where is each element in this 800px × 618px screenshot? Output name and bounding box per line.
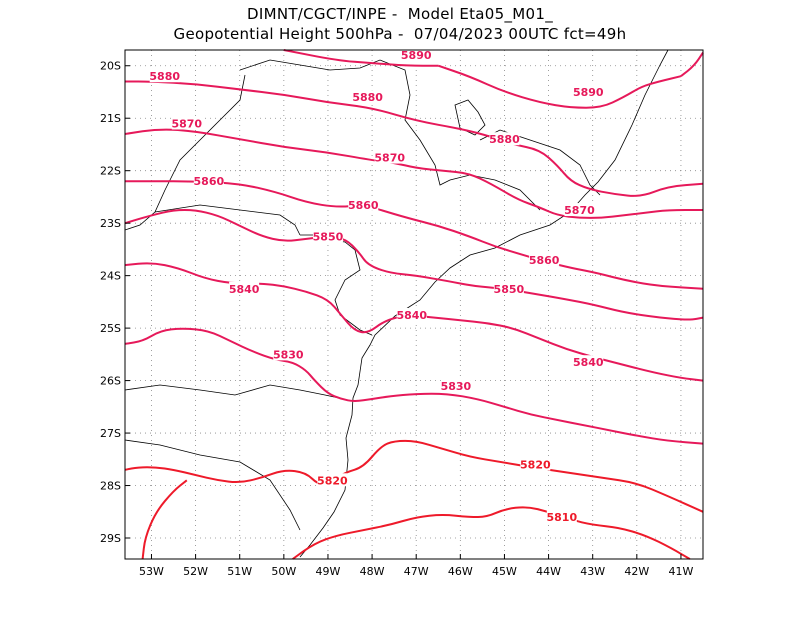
y-tick-label: 21S	[100, 112, 121, 125]
contour-label-bg	[573, 355, 604, 369]
contour-label-bg	[171, 116, 202, 130]
chart-title-line-1: DIMNT/CGCT/INPE - Model Eta05_M01_	[247, 5, 553, 23]
contour-label-bg	[312, 229, 343, 243]
y-tick-label: 25S	[100, 322, 121, 335]
x-tick-label: 42W	[624, 565, 649, 578]
contour-label-bg	[440, 378, 471, 392]
contour-label-5830: 5830	[441, 380, 472, 393]
contour-label-bg	[493, 281, 524, 295]
y-axis-ticks: 20S 21S 22S 23S 24S 25S 26S 27S 28S 29S	[100, 60, 130, 545]
contour-label-bg	[273, 347, 304, 361]
contour-line-5820	[124, 439, 704, 513]
y-tick-label: 20S	[100, 60, 121, 73]
contour-label-bg	[396, 307, 427, 321]
y-tick-label: 24S	[100, 270, 121, 283]
state-border-west	[124, 74, 246, 231]
contour-label-bg	[374, 150, 405, 164]
contour-line-5810	[292, 506, 691, 560]
x-tick-label: 51W	[227, 565, 252, 578]
y-tick-label: 26S	[100, 375, 121, 388]
contour-line-5880	[125, 80, 704, 197]
chart-title-line-2: Geopotential Height 500hPa - 07/04/2023 …	[173, 25, 627, 43]
coastline	[299, 49, 669, 558]
contour-label-bg	[564, 203, 595, 217]
contour-label-5840: 5840	[573, 356, 604, 369]
contour-line-5830	[124, 327, 704, 445]
contour-labels: 5890 5890 5880 5880 5880 5870 5870 5870 5860 5860…	[149, 48, 604, 524]
x-tick-label: 47W	[404, 565, 429, 578]
x-tick-label: 52W	[183, 565, 208, 578]
contour-label-5810: 5810	[546, 511, 577, 524]
contour-label-5880: 5880	[352, 91, 383, 104]
contour-label-bg	[520, 457, 551, 471]
x-tick-label: 41W	[669, 565, 694, 578]
contour-lines	[124, 49, 704, 560]
x-tick-label: 53W	[139, 565, 164, 578]
contour-label-5870: 5870	[374, 152, 405, 165]
contour-label-bg	[229, 281, 260, 295]
state-border-pr-sc	[124, 384, 349, 401]
x-tick-label: 49W	[316, 565, 341, 578]
y-tick-label: 28S	[100, 480, 121, 493]
contour-line-5810	[141, 479, 188, 560]
contour-label-bg	[193, 174, 224, 188]
contour-label-5850: 5850	[494, 283, 525, 296]
contour-label-5860: 5860	[194, 175, 225, 188]
grid-lines	[125, 50, 703, 559]
contour-line-5870	[124, 128, 703, 219]
contour-label-5870: 5870	[171, 117, 202, 130]
contour-label-5820: 5820	[520, 459, 551, 472]
contour-label-5840: 5840	[229, 283, 260, 296]
contour-label-5880: 5880	[489, 133, 520, 146]
contour-label-bg	[489, 132, 520, 146]
contour-label-bg	[352, 90, 383, 104]
x-tick-label: 50W	[271, 565, 296, 578]
contour-label-5870: 5870	[564, 204, 595, 217]
contour-label-5850: 5850	[313, 230, 344, 243]
y-tick-label: 23S	[100, 217, 121, 230]
contour-label-bg	[529, 252, 560, 266]
x-tick-label: 43W	[580, 565, 605, 578]
contour-label-5830: 5830	[273, 348, 304, 361]
contour-label-bg	[317, 473, 348, 487]
x-axis-ticks: 53W 52W 51W 50W 49W 48W 47W 46W 45W 44W 43W 42W 41W	[139, 554, 693, 578]
contour-label-bg	[149, 69, 180, 83]
x-tick-label: 48W	[360, 565, 385, 578]
contour-line-5890	[680, 52, 704, 77]
contour-label-bg	[348, 197, 379, 211]
y-tick-label: 29S	[100, 532, 121, 545]
x-tick-label: 45W	[492, 565, 517, 578]
state-border-mg-sp	[154, 204, 301, 236]
state-border-mg-rj	[479, 129, 601, 196]
contour-line-5890	[283, 49, 439, 67]
x-tick-label: 46W	[448, 565, 473, 578]
state-border-sp-pr	[300, 234, 373, 336]
contour-line-5850	[124, 209, 704, 321]
contour-line-5840	[124, 262, 704, 382]
x-tick-label: 44W	[536, 565, 561, 578]
state-border-sc-rs	[124, 439, 301, 531]
contour-label-bg	[546, 510, 577, 524]
contour-line-5860	[125, 180, 704, 290]
contour-label-bg	[401, 48, 432, 62]
contour-label-5840: 5840	[396, 309, 427, 322]
contour-line-5890	[437, 64, 682, 109]
contour-label-5820: 5820	[317, 474, 348, 487]
plot-frame	[124, 49, 704, 560]
y-tick-label: 27S	[100, 427, 121, 440]
contour-label-5890: 5890	[401, 49, 432, 62]
contour-label-5860: 5860	[529, 254, 560, 267]
contour-label-bg	[573, 84, 604, 98]
y-tick-label: 22S	[100, 165, 121, 178]
contour-label-5890: 5890	[573, 86, 604, 99]
contour-label-5860: 5860	[348, 199, 379, 212]
contour-label-5880: 5880	[149, 70, 180, 83]
